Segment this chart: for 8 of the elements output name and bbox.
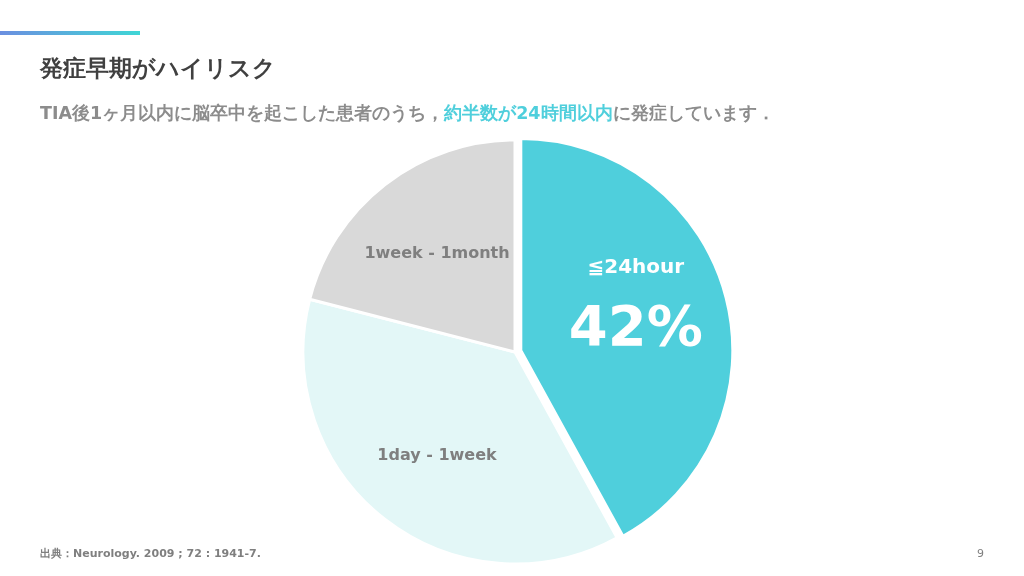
- text: 9: [977, 547, 984, 560]
- slice-label: 1day - 1week: [377, 444, 498, 464]
- chart-title: 発症早期がハイリスク: [39, 55, 276, 81]
- chart-subtitle: TIA後1ヶ月以内に脳卒中を起こした患者のうち，約半数が24時間以内に発症しています．: [40, 103, 775, 123]
- data-label: 42%: [568, 292, 703, 358]
- slice-label: 1week - 1month: [364, 243, 510, 263]
- source-note: 出典：Neurology. 2009 ; 72 : 1941-7.: [40, 547, 261, 560]
- slice-label: ≦24hour: [587, 253, 685, 278]
